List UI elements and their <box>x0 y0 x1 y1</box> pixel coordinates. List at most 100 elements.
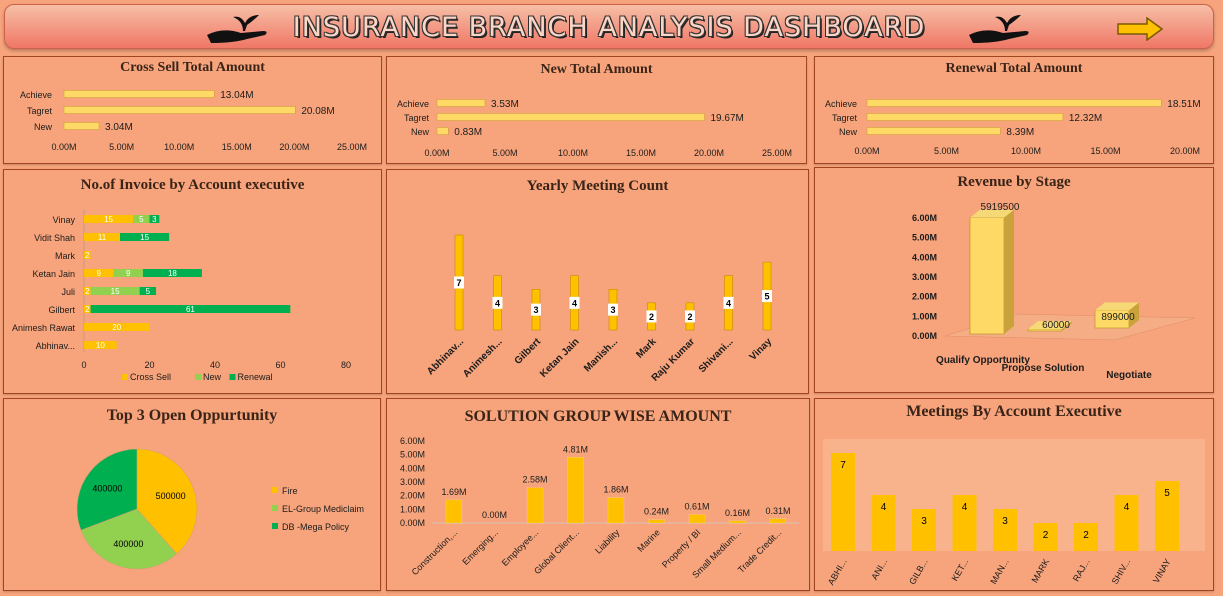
bar-3d-top <box>1028 321 1072 329</box>
axis-category-label: Manish... <box>582 336 620 374</box>
axis-category-label: VINAY <box>1151 557 1173 585</box>
stacked-bar-segment <box>90 287 140 295</box>
stacked-bar-segment <box>84 341 117 349</box>
bar-category-label: Tagret <box>27 106 53 116</box>
axis-tick-label: 0.00M <box>400 518 425 528</box>
axis-category-label: ABHI... <box>826 557 849 587</box>
stacked-bar-segment <box>133 215 150 223</box>
bar-data-label: 18.51M <box>1167 99 1200 110</box>
revenue-stage-title: Revenue by Stage <box>957 174 1071 190</box>
dashboard-header: INSURANCE BRANCH ANALYSIS DASHBOARD <box>4 4 1214 49</box>
right-arrow-icon[interactable] <box>1117 17 1163 41</box>
bar-category-label: Achieve <box>397 99 429 109</box>
bar-data-label: 4 <box>962 502 968 513</box>
meetings-chart: 7 ABHI... 4 ANI... 3 GILB... 4 KET... 3 MAN... 2 MA… <box>823 439 1205 587</box>
data-label-box <box>723 296 734 309</box>
bar-data-label: 5919500 <box>981 202 1020 213</box>
axis-tick-label: 25.00M <box>762 148 792 158</box>
bar <box>436 113 705 121</box>
pie-slice <box>76 448 138 531</box>
pie-data-label: 500000 <box>156 491 186 501</box>
axis-category-label: KET... <box>950 557 971 583</box>
axis-category-label: Negotiate <box>1106 370 1152 381</box>
bar-category-label: New <box>34 122 53 132</box>
axis-tick-label: 4.00M <box>400 463 425 473</box>
bar-data-label: 15 <box>140 233 149 242</box>
bar-data-label: 0.61M <box>684 502 709 512</box>
bar-data-label: 4 <box>495 298 500 308</box>
stacked-bar-segment <box>84 233 121 241</box>
bar-category-label: Vinay <box>53 215 76 225</box>
renewal-total-chart: Achieve 18.51M Tagret 12.32M New 8.39M 0.00M 5.… <box>825 99 1201 156</box>
axis-tick-label: 6.00M <box>400 436 425 446</box>
legend-label: Cross Sell <box>130 372 171 382</box>
bar-data-label: 0.83M <box>454 127 482 138</box>
data-label-box <box>608 303 618 316</box>
axis-category-label: MARK <box>1030 557 1052 585</box>
legend-label: EL-Group Mediclaim <box>282 504 364 514</box>
axis-category-label: GILB... <box>907 557 930 586</box>
stacked-bar-segment <box>84 251 91 259</box>
pie-slice <box>80 508 178 570</box>
axis-category-label: Shivani... <box>697 336 736 375</box>
stacked-bar-segment <box>113 269 143 277</box>
bar-data-label: 15 <box>104 215 113 224</box>
new-total-chart: Achieve 3.53M Tagret 19.67M New 0.83M 0.00M 5.0… <box>397 99 792 158</box>
axis-tick-label: 4.00M <box>912 252 937 262</box>
bar <box>63 122 100 130</box>
bar-data-label: 899000 <box>1101 312 1135 323</box>
bar-data-label: 5 <box>139 215 144 224</box>
bar-data-label: 0.00M <box>482 510 507 520</box>
legend-label: DB -Mega Policy <box>282 522 350 532</box>
data-label-box <box>646 310 657 323</box>
pie-data-label: 400000 <box>113 539 143 549</box>
axis-category-label: Abhinav... <box>425 336 466 377</box>
bar-data-label: 5 <box>1164 488 1170 499</box>
bar-data-label: 0.31M <box>765 506 790 516</box>
bar-data-label: 3 <box>1002 516 1008 527</box>
bar <box>1074 523 1098 551</box>
axis-category-label: Construction,... <box>410 527 460 577</box>
axis-tick-label: 1.00M <box>912 311 937 321</box>
bar-data-label: 60000 <box>1042 320 1070 331</box>
bar-category-label: Achieve <box>825 99 857 109</box>
bar-data-label: 0.24M <box>644 507 669 517</box>
bar-data-label: 7 <box>840 460 846 471</box>
legend-label: New <box>203 372 222 382</box>
bar-3d-front <box>969 217 1005 335</box>
solution-panel: SOLUTION GROUP WISE AMOUNT 0.00M 1.00M 2.0… <box>386 398 810 591</box>
axis-category-label: MAN... <box>988 557 1010 586</box>
axis-tick-label: 20.00M <box>1170 146 1200 156</box>
bar-data-label: 5 <box>764 292 769 302</box>
bar-data-label: 2 <box>687 312 692 322</box>
bar-data-label: 11 <box>98 233 107 242</box>
legend-swatch <box>272 487 278 493</box>
renewal-total-title: Renewal Total Amount <box>945 61 1083 76</box>
bar-data-label: 12.32M <box>1069 113 1102 124</box>
bar-3d-top <box>1095 302 1139 311</box>
yearly-meeting-chart: 7 Abhinav... 4 Animesh... 3 Gilbert 4 Ketan Jai… <box>425 234 774 384</box>
bar-data-label: 3 <box>610 305 615 315</box>
bar-data-label: 19.67M <box>711 113 744 124</box>
axis-tick-label: 5.00M <box>400 450 425 460</box>
bar-data-label: 4 <box>1124 502 1130 513</box>
bar-category-label: Ketan Jain <box>32 269 75 279</box>
bar <box>952 495 977 551</box>
bar-data-label: 10 <box>96 341 105 350</box>
invoice-title: No.of Invoice by Account executive <box>80 177 305 193</box>
new-total-title: New Total Amount <box>540 62 653 77</box>
axis-category-label: Animesh... <box>461 336 505 380</box>
bar-data-label: 9 <box>126 269 131 278</box>
bar <box>769 518 787 524</box>
bar <box>866 113 1064 121</box>
new-total-panel: New Total Amount Achieve 3.53M Tagret 19.67… <box>386 56 807 164</box>
legend-label: Fire <box>282 486 298 496</box>
data-label-box <box>492 296 503 309</box>
cross-sell-panel: Cross Sell Total Amount Achieve 13.04M Tag… <box>3 56 382 164</box>
bar-category-label: Tagret <box>832 113 858 123</box>
axis-tick-label: 20 <box>144 360 154 370</box>
bar-data-label: 3 <box>921 516 927 527</box>
stacked-bar-segment <box>84 323 150 331</box>
axis-tick-label: 20.00M <box>694 148 724 158</box>
